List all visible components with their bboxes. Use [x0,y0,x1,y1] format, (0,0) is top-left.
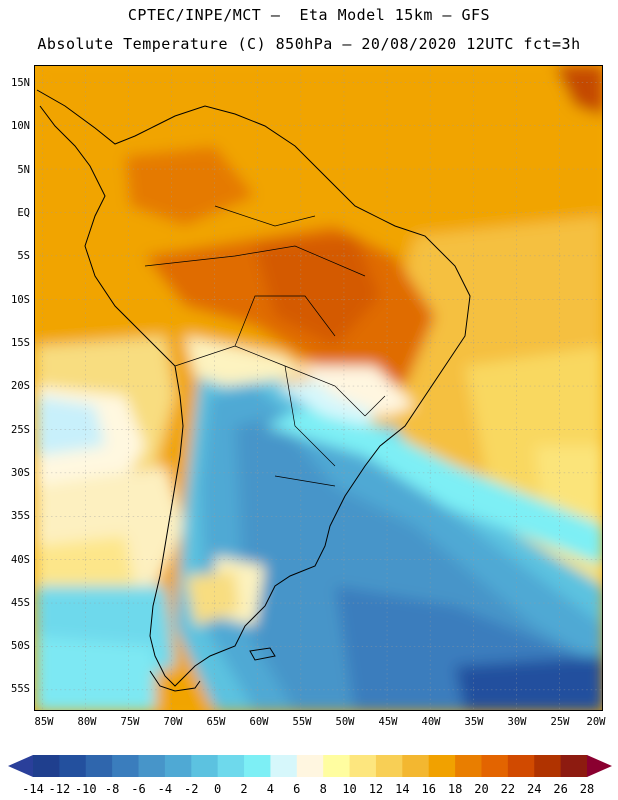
lon-label: 70W [163,716,183,728]
legend-color-swatch [375,755,403,777]
legend-color-swatch [455,755,482,777]
legend-color-swatch [402,755,430,777]
lat-label: 15N [11,77,30,89]
legend-color-swatch [534,755,562,777]
legend-label: 4 [266,782,275,796]
lon-label: 45W [378,716,398,728]
lat-label: 50S [11,640,30,652]
lon-label: 65W [206,716,226,728]
legend-color-swatch [296,755,324,777]
legend-label: 20 [474,782,489,796]
legend-label: -8 [104,782,120,796]
lat-label: 10N [11,120,30,132]
legend-label: 8 [319,782,327,796]
legend-label: 22 [500,782,516,796]
color-legend [0,745,618,800]
legend-label: 10 [342,782,357,796]
legend-label: 28 [579,782,595,796]
lon-label: 80W [77,716,97,728]
lat-label: 20S [11,380,30,392]
legend-max-arrow [587,755,612,777]
legend-color-swatch [138,755,166,777]
lat-label: 30S [11,467,30,479]
lat-label: 35S [11,510,30,522]
legend-color-swatch [560,755,588,777]
lat-label: EQ [17,207,30,219]
legend-label: 24 [527,782,542,796]
lat-label: 15S [11,337,30,349]
legend-label: -12 [48,782,71,796]
lon-label: 75W [120,716,140,728]
lat-label: 55S [11,683,30,695]
legend-min-arrow [8,755,33,777]
legend-color-swatch [33,755,60,777]
legend-color-swatch [481,755,509,777]
lat-label: 5N [17,164,30,176]
legend-color-swatch [428,755,456,777]
lat-label: 25S [11,424,30,436]
lat-label: 10S [11,294,30,306]
legend-color-swatch [507,755,535,777]
legend-label: -4 [157,782,173,796]
legend-label: -14 [22,782,44,796]
legend-label: -10 [74,782,97,796]
legend-color-swatch [349,755,377,777]
legend-label: 18 [447,782,463,796]
lon-label: 60W [249,716,269,728]
legend-color-swatch [112,755,139,777]
map-subtitle: Absolute Temperature (C) 850hPa – 20/08/… [37,35,581,53]
lon-label: 50W [335,716,355,728]
legend-color-swatch [323,755,350,777]
lon-label: 25W [550,716,570,728]
legend-label: 16 [421,782,436,796]
legend-color-swatch [59,755,87,777]
lon-label: 55W [292,716,312,728]
falkland-islands [249,647,276,661]
legend-label: 26 [553,782,568,796]
legend-color-swatch [85,755,113,777]
lat-label: 40S [11,554,30,566]
legend-label: -2 [184,782,199,796]
lat-label: 45S [11,597,30,609]
legend-label: 12 [368,782,384,796]
lon-label: 85W [34,716,54,728]
map-canvas [35,66,602,710]
legend-label: -6 [131,782,146,796]
map-title: CPTEC/INPE/MCT – Eta Model 15km – GFS [127,6,491,24]
legend-color-swatch [191,755,219,777]
legend-label: 2 [240,782,248,796]
temperature-map[interactable] [34,65,603,711]
lat-label: 5S [17,250,30,262]
legend-color-swatch [270,755,298,777]
legend-label: 0 [214,782,222,796]
lon-label: 35W [464,716,484,728]
lon-label: 20W [586,716,606,728]
legend-label: 6 [293,782,301,796]
color-legend-bar [8,755,612,777]
legend-color-swatch [164,755,192,777]
lon-label: 40W [421,716,441,728]
legend-color-swatch [217,755,245,777]
lon-label: 30W [507,716,527,728]
legend-label: 14 [395,782,410,796]
continent-outline [36,89,471,687]
legend-color-swatch [244,755,271,777]
graticule [35,66,602,710]
